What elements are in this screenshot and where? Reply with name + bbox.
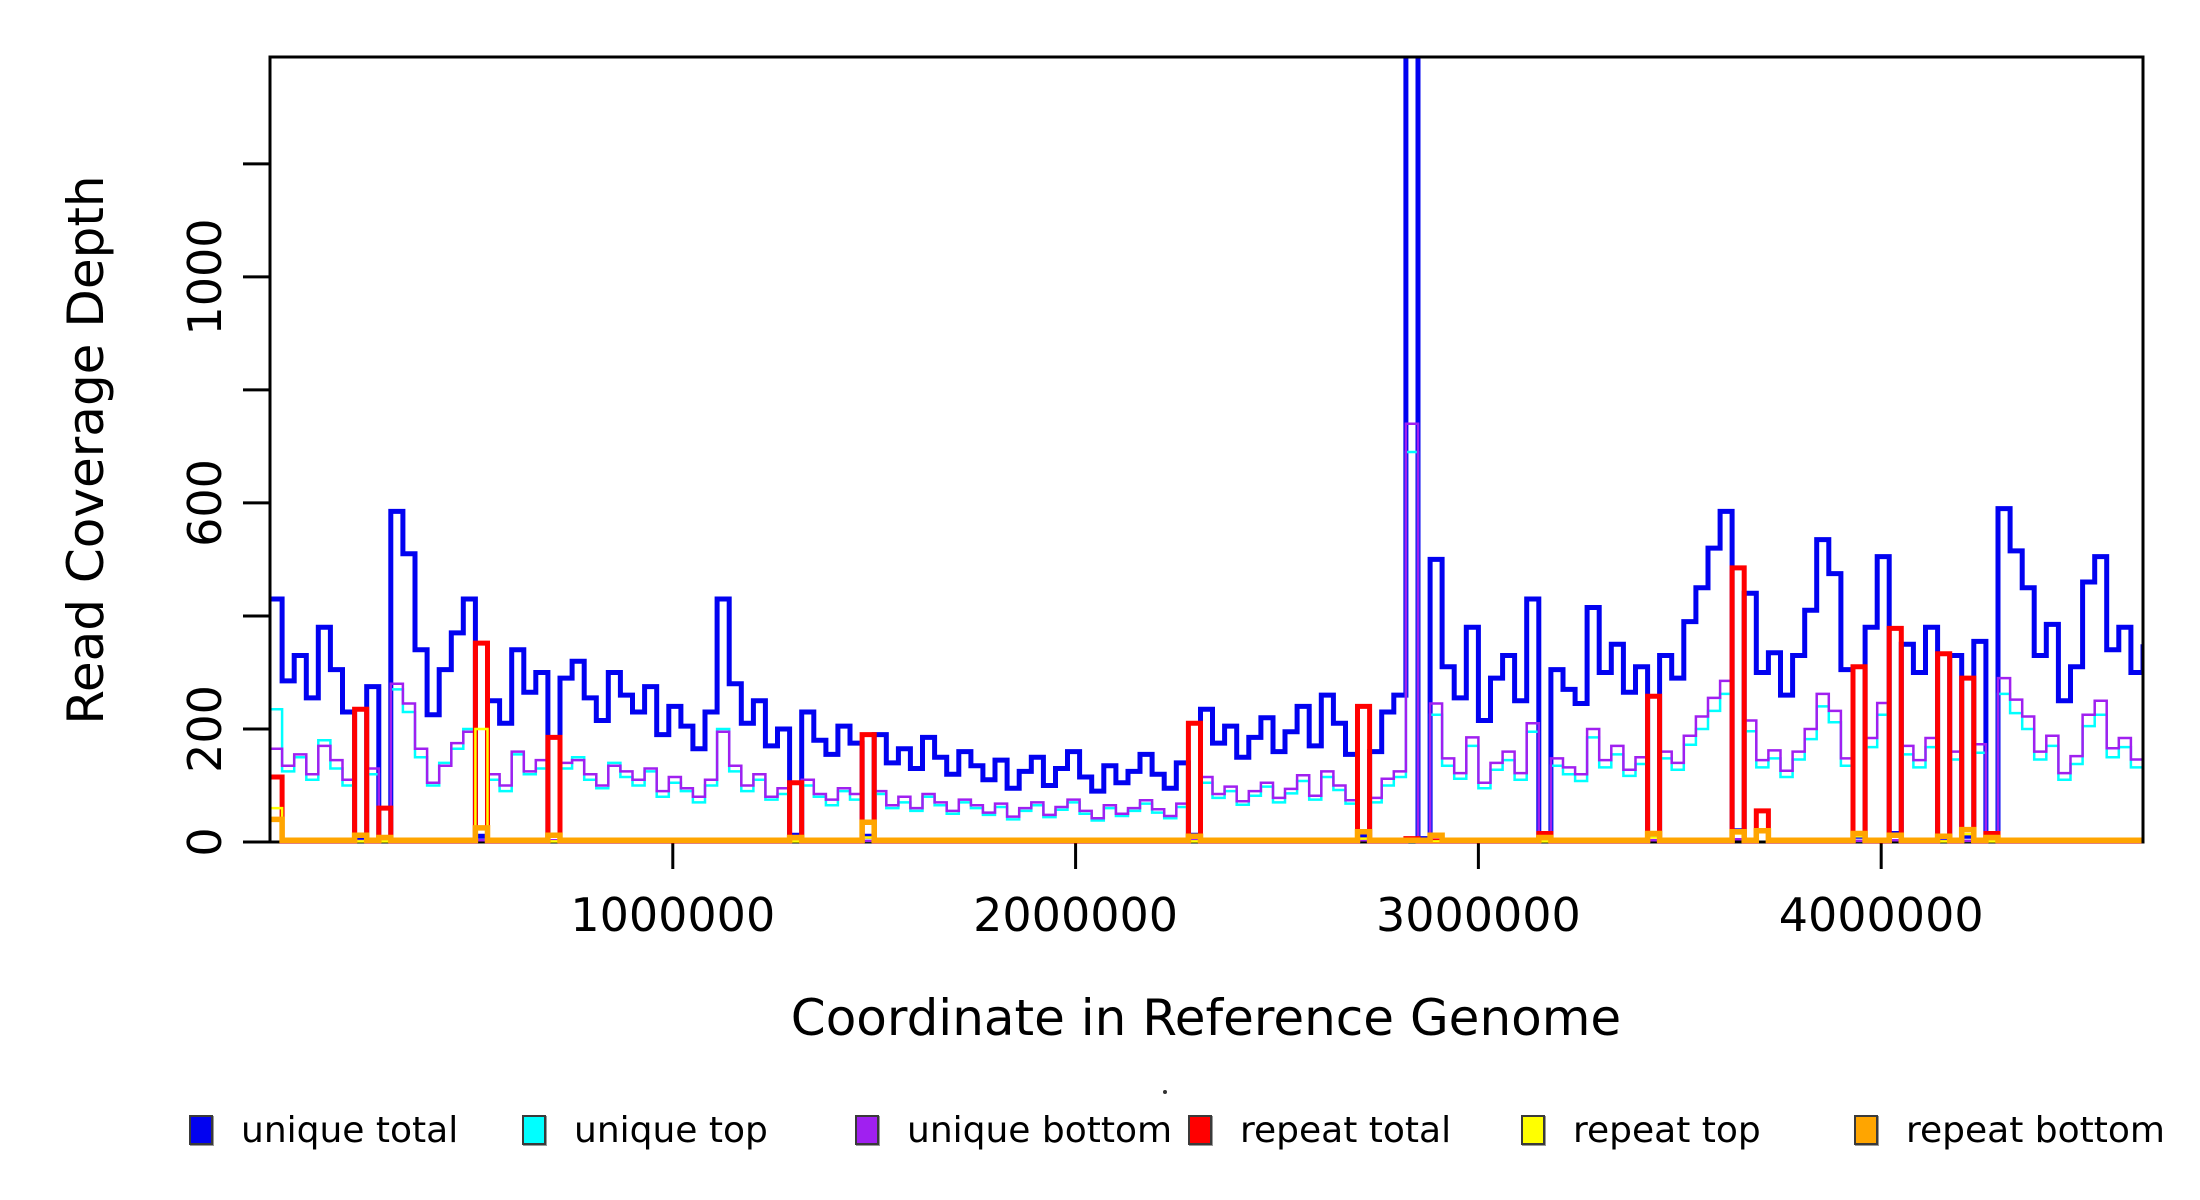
unique-top-swatch-icon [522,1115,546,1145]
y-tick-label-600: 600 [178,459,232,547]
series-unique-top [271,450,2142,843]
unique-bottom-swatch-icon [855,1115,879,1145]
y-axis-title: Read Coverage Depth [57,175,115,725]
legend-title-dot [1163,1090,1167,1094]
legend-item-repeat-total: repeat total [1188,1109,1452,1151]
x-axis-title: Coordinate in Reference Genome [790,989,1622,1047]
series-repeat-bottom [271,816,2142,844]
y-tick-label-0: 0 [178,827,232,857]
legend-label: repeat top [1573,1109,1761,1151]
legend-label: unique total [241,1109,459,1151]
legend-label: unique top [574,1109,768,1151]
x-tick-label-1000000: 1000000 [570,888,776,942]
series-unique-bottom [271,422,2142,843]
y-tick-label-200: 200 [178,685,232,773]
legend-label: unique bottom [907,1109,1173,1151]
repeat-total-swatch-icon [1188,1115,1212,1145]
repeat-bottom-swatch-icon [1854,1115,1878,1145]
legend-item-unique-top: unique top [522,1109,768,1151]
series-repeat-top [271,727,2142,843]
repeat-top-swatch-icon [1521,1115,1545,1145]
legend-label: repeat bottom [1906,1109,2165,1151]
series-unique-total [271,58,2142,842]
legend-item-repeat-bottom: repeat bottom [1854,1109,2165,1151]
unique-total-swatch-icon [189,1115,213,1145]
y-tick-label-1000: 1000 [178,218,232,336]
x-tick-label-2000000: 2000000 [973,888,1179,942]
x-tick-label-3000000: 3000000 [1375,888,1581,942]
legend-item-unique-bottom: unique bottom [855,1109,1173,1151]
series-repeat-total [271,565,2142,844]
legend-label: repeat total [1240,1109,1452,1151]
legend-item-unique-total: unique total [189,1109,459,1151]
x-tick-label-4000000: 4000000 [1778,888,1984,942]
legend-item-repeat-top: repeat top [1521,1109,1761,1151]
